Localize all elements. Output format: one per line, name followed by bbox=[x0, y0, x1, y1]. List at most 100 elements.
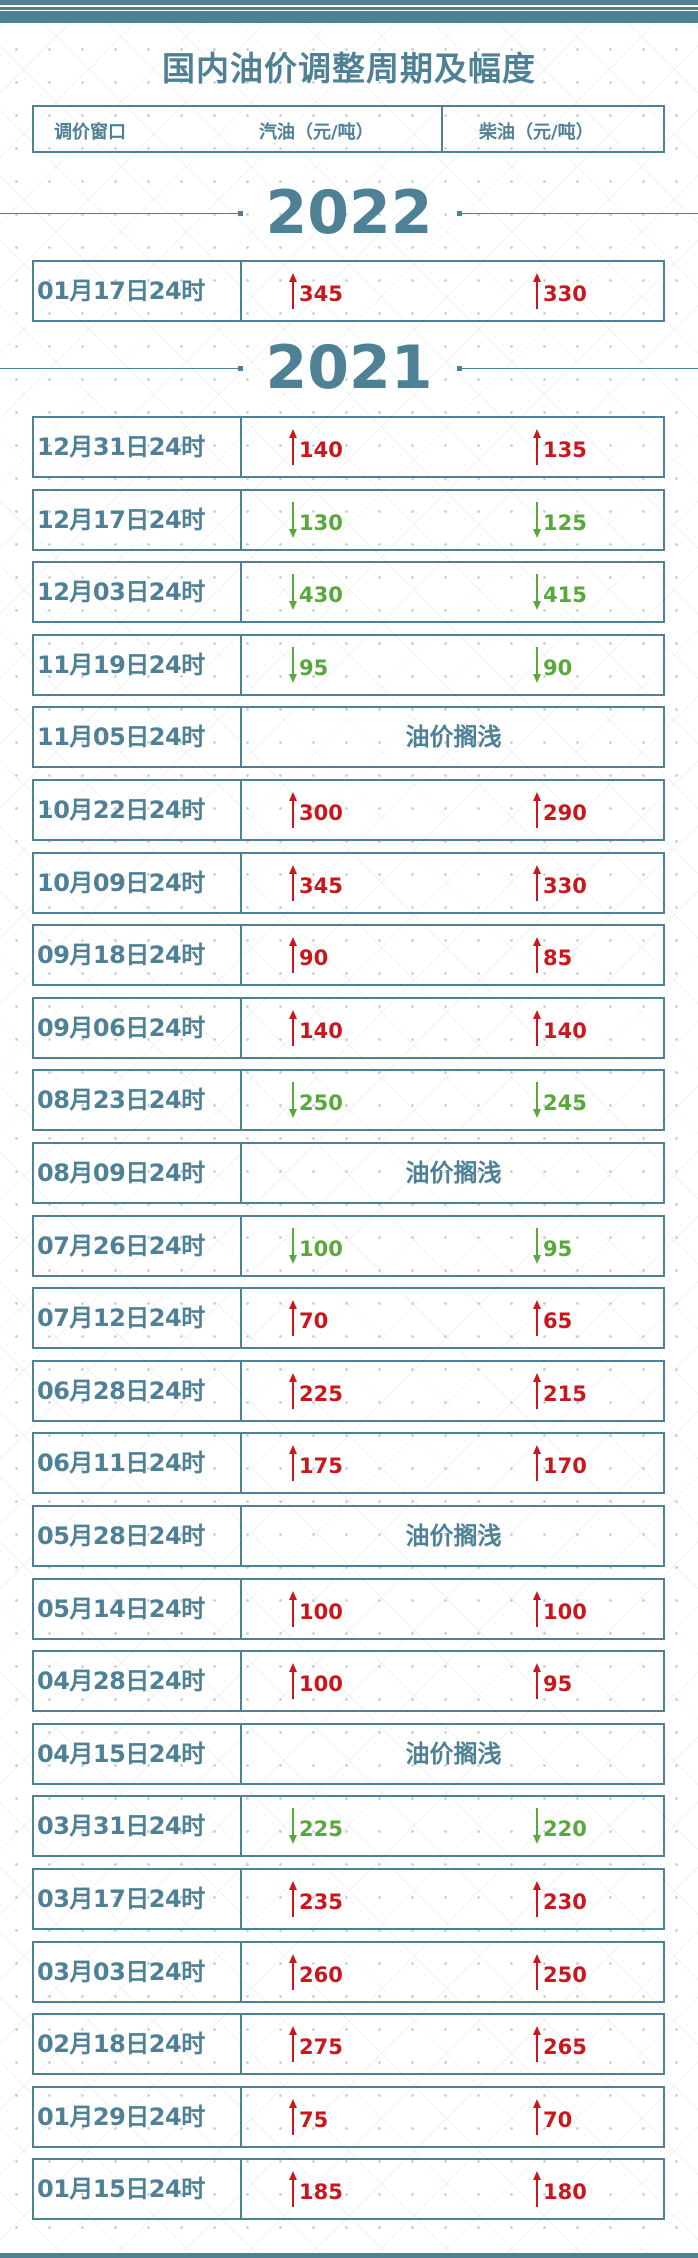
diesel-change: 265 bbox=[532, 2015, 587, 2073]
arrow-up-icon bbox=[289, 1663, 297, 1700]
table-row: 05月14日24时 100 100 bbox=[32, 1577, 665, 1640]
no-change-label: 油价搁浅 bbox=[405, 1159, 502, 1187]
arrow-down-icon bbox=[533, 574, 541, 611]
gasoline-change: 75 bbox=[288, 2088, 328, 2146]
table-row: 03月03日24时 260 250 bbox=[32, 1940, 665, 2003]
diesel-change: 95 bbox=[532, 1217, 572, 1275]
adjustment-date: 01月17日24时 bbox=[34, 262, 242, 320]
table-row: 01月17日24时 345 330 bbox=[32, 260, 665, 322]
page-title: 国内油价调整周期及幅度 bbox=[162, 49, 536, 88]
adjustment-date: 12月03日24时 bbox=[34, 563, 242, 622]
table-row: 02月18日24时 275 265 bbox=[32, 2013, 665, 2076]
gasoline-amount: 185 bbox=[299, 2180, 343, 2205]
diesel-change: 100 bbox=[532, 1580, 587, 1638]
adjustment-date: 01月15日24时 bbox=[34, 2160, 242, 2219]
arrow-up-icon bbox=[289, 1953, 297, 1990]
table-row: 04月28日24时 100 95 bbox=[32, 1650, 665, 1713]
adjustment-date: 09月06日24时 bbox=[34, 998, 242, 1057]
adjustment-date: 05月14日24时 bbox=[34, 1579, 242, 1638]
gasoline-change: 260 bbox=[288, 1943, 343, 2001]
arrow-up-icon bbox=[289, 2026, 297, 2063]
arrow-up-icon bbox=[533, 1663, 541, 1700]
arrow-down-icon bbox=[289, 501, 297, 538]
arrow-down-icon bbox=[533, 646, 541, 683]
diesel-change: 290 bbox=[532, 781, 587, 839]
diesel-amount: 65 bbox=[543, 1309, 573, 1334]
arrow-up-icon bbox=[533, 1372, 541, 1409]
diesel-change: 85 bbox=[532, 926, 572, 984]
gasoline-amount: 225 bbox=[299, 1381, 343, 1406]
arrow-up-icon bbox=[533, 792, 541, 828]
diesel-amount: 215 bbox=[543, 1381, 587, 1406]
arrow-up-icon bbox=[533, 1009, 541, 1046]
arrow-up-icon bbox=[533, 2171, 541, 2208]
arrow-up-icon bbox=[533, 1953, 541, 1990]
adjustment-date: 10月09日24时 bbox=[34, 853, 242, 912]
gasoline-change: 70 bbox=[288, 1289, 328, 1347]
diesel-change: 70 bbox=[532, 2088, 572, 2146]
year-divider-line bbox=[0, 213, 238, 214]
header-divider bbox=[441, 107, 443, 151]
no-change-label: 油价搁浅 bbox=[405, 1522, 502, 1550]
adjustment-date: 04月15日24时 bbox=[34, 1724, 242, 1783]
table-row: 10月22日24时 300 290 bbox=[32, 779, 665, 841]
arrow-up-icon bbox=[289, 1590, 297, 1627]
table-row: 12月03日24时 430 415 bbox=[32, 561, 665, 624]
diesel-amount: 95 bbox=[543, 1236, 573, 1261]
diesel-change: 415 bbox=[532, 563, 587, 621]
adjustment-date: 08月09日24时 bbox=[34, 1144, 242, 1202]
diesel-change: 330 bbox=[532, 854, 587, 912]
year-divider-dot bbox=[238, 366, 243, 371]
header-window: 调价窗口 bbox=[54, 122, 126, 143]
diesel-amount: 290 bbox=[543, 801, 587, 825]
adjustment-date: 03月03日24时 bbox=[34, 1942, 242, 2001]
gasoline-change: 275 bbox=[288, 2015, 343, 2073]
gasoline-change: 140 bbox=[288, 999, 343, 1057]
diesel-amount: 85 bbox=[543, 946, 573, 971]
diesel-amount: 265 bbox=[543, 2035, 587, 2060]
diesel-amount: 95 bbox=[543, 1672, 573, 1697]
arrow-up-icon bbox=[289, 2098, 297, 2135]
arrow-up-icon bbox=[289, 1372, 297, 1409]
arrow-up-icon bbox=[533, 2026, 541, 2063]
arrow-down-icon bbox=[533, 1808, 541, 1845]
arrow-up-icon bbox=[289, 273, 297, 309]
table-row: 08月23日24时 250 245 bbox=[32, 1069, 665, 1132]
gasoline-amount: 260 bbox=[299, 1962, 343, 1987]
arrow-up-icon bbox=[289, 1445, 297, 1482]
arrow-up-icon bbox=[289, 2171, 297, 2208]
adjustment-date: 06月11日24时 bbox=[34, 1434, 242, 1493]
adjustment-date: 09月18日24时 bbox=[34, 926, 242, 985]
header-diesel: 柴油（元/吨） bbox=[479, 122, 594, 143]
gasoline-amount: 90 bbox=[299, 946, 329, 971]
table-row: 11月05日24时 油价搁浅 bbox=[32, 706, 665, 769]
gasoline-amount: 430 bbox=[299, 583, 343, 608]
gasoline-amount: 100 bbox=[299, 1236, 343, 1261]
table-row: 07月26日24时 100 95 bbox=[32, 1214, 665, 1277]
adjustment-date: 11月19日24时 bbox=[34, 635, 242, 694]
diesel-change: 180 bbox=[532, 2160, 587, 2218]
diesel-amount: 250 bbox=[543, 1962, 587, 1987]
adjustment-date: 07月12日24时 bbox=[34, 1289, 242, 1348]
diesel-change: 65 bbox=[532, 1289, 572, 1347]
arrow-up-icon bbox=[289, 937, 297, 974]
adjustment-date: 05月28日24时 bbox=[34, 1507, 242, 1565]
gasoline-amount: 345 bbox=[299, 282, 343, 306]
gasoline-change: 225 bbox=[288, 1797, 343, 1855]
diesel-amount: 125 bbox=[543, 510, 587, 535]
arrow-down-icon bbox=[289, 1808, 297, 1845]
table-row: 01月15日24时 185 180 bbox=[32, 2158, 665, 2221]
gasoline-change: 90 bbox=[288, 926, 328, 984]
table-row: 09月18日24时 90 85 bbox=[32, 924, 665, 987]
gasoline-change: 185 bbox=[288, 2160, 343, 2218]
no-change-label: 油价搁浅 bbox=[405, 723, 502, 752]
diesel-change: 250 bbox=[532, 1943, 587, 2001]
diesel-amount: 330 bbox=[543, 873, 587, 898]
table-row: 10月09日24时 345 330 bbox=[32, 851, 665, 914]
diesel-amount: 70 bbox=[543, 2107, 573, 2132]
gasoline-amount: 250 bbox=[299, 1091, 343, 1116]
year-divider-line bbox=[460, 368, 698, 369]
diesel-amount: 135 bbox=[543, 438, 587, 462]
adjustment-date: 12月17日24时 bbox=[34, 490, 242, 549]
diesel-change: 135 bbox=[532, 418, 587, 476]
